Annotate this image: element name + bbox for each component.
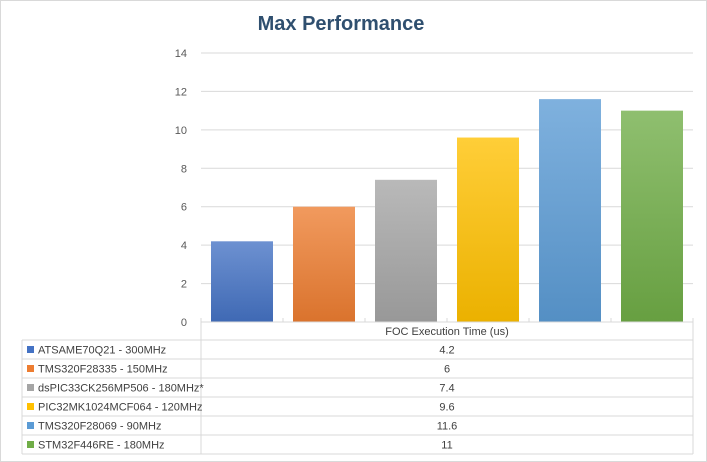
bar-2	[293, 206, 355, 322]
y-tick-label: 2	[181, 279, 187, 291]
legend-swatch	[27, 422, 34, 429]
series-name: dsPIC33CK256MP506 - 180MHz*	[38, 383, 204, 395]
table-header: FOC Execution Time (us)	[385, 326, 508, 338]
y-tick-label: 10	[175, 125, 187, 137]
legend-swatch	[27, 365, 34, 372]
legend-swatch	[27, 403, 34, 410]
bar-4	[457, 137, 519, 322]
bar-1	[211, 241, 273, 322]
legend-swatch	[27, 346, 34, 353]
data-label: 4.2	[439, 345, 454, 357]
bar-3	[375, 179, 437, 322]
series-name: TMS320F28335 - 150MHz	[38, 364, 168, 376]
bar-6	[621, 110, 683, 323]
y-tick-label: 14	[175, 48, 187, 60]
y-tick-label: 12	[175, 86, 187, 98]
y-tick-label: 4	[181, 240, 187, 252]
data-label: 7.4	[439, 383, 454, 395]
y-tick-label: 6	[181, 202, 187, 214]
chart-title: Max Performance	[258, 13, 425, 35]
data-label: 9.6	[439, 402, 454, 414]
series-name: ATSAME70Q21 - 300MHz	[38, 345, 166, 357]
bars	[211, 99, 683, 323]
series-name: PIC32MK1024MCF064 - 120MHz	[38, 402, 202, 414]
legend-swatch	[27, 441, 34, 448]
legend-swatch	[27, 384, 34, 391]
y-tick-label: 8	[181, 163, 187, 175]
y-tick-label: 0	[181, 317, 187, 329]
gridlines: 0 2 4 6 8 10 12 14	[175, 48, 693, 329]
data-table: FOC Execution Time (us) ATSAME70Q21 - 300…	[21, 318, 694, 455]
data-label: 6	[444, 364, 450, 376]
data-label: 11.6	[437, 421, 458, 433]
series-name: TMS320F28069 - 90MHz	[38, 421, 162, 433]
bar-5	[539, 99, 601, 322]
series-name: STM32F446RE - 180MHz	[38, 440, 165, 452]
data-label: 11	[441, 440, 452, 452]
